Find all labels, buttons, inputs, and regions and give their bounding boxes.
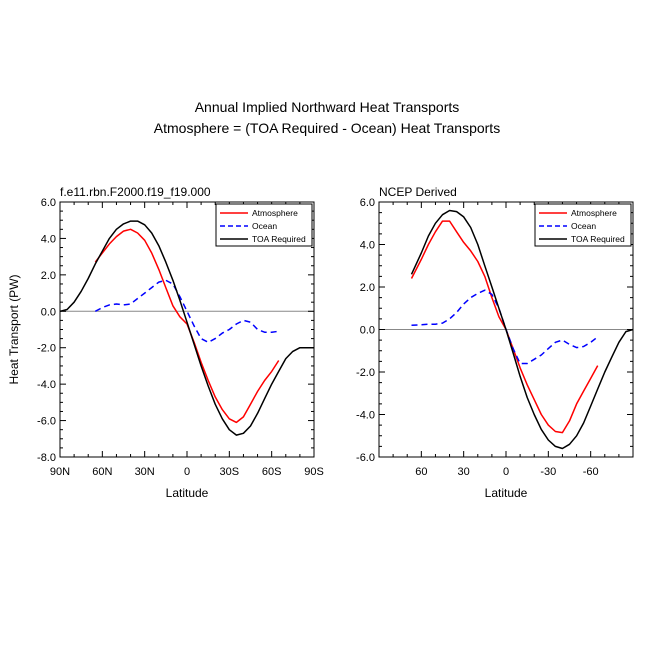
chart-panel-1: 6.0 4.0 2.0 0.0 -2.0 -4.0 -6.0 -8.0 90N 60N 30N 0 30… bbox=[7, 185, 324, 500]
panel-title: NCEP Derived bbox=[379, 185, 457, 199]
y-tick-label: -4.0 bbox=[356, 410, 375, 422]
x-tick-label: 30S bbox=[220, 466, 240, 478]
y-tick-label: 2.0 bbox=[360, 282, 375, 294]
legend-label: Atmosphere bbox=[252, 208, 298, 218]
legend-label: Ocean bbox=[252, 221, 277, 231]
x-tick-label: 90N bbox=[50, 466, 70, 478]
x-tick-label: 0 bbox=[503, 466, 509, 478]
y-tick-label: 6.0 bbox=[41, 197, 56, 209]
y-tick-label: 6.0 bbox=[360, 197, 375, 209]
x-axis-label: Latitude bbox=[166, 486, 209, 500]
y-tick-label: 4.0 bbox=[41, 233, 56, 245]
series-line-ocean bbox=[94, 279, 279, 344]
x-tick-label: 90S bbox=[304, 466, 324, 478]
y-tick-label: 0.0 bbox=[360, 325, 375, 337]
y-tick-label: -2.0 bbox=[37, 343, 56, 355]
legend-label: TOA Required bbox=[571, 234, 625, 244]
x-tick-label: -30 bbox=[540, 466, 556, 478]
x-tick-label: 60S bbox=[262, 466, 282, 478]
y-tick-label: 2.0 bbox=[41, 270, 56, 282]
y-axis-label: Heat Transport (PW) bbox=[7, 274, 21, 384]
x-tick-label: 60 bbox=[415, 466, 427, 478]
legend: Atmosphere Ocean TOA Required bbox=[215, 203, 313, 247]
x-tick-label: 30 bbox=[458, 466, 470, 478]
figure-title-line-2: Atmosphere = (TOA Required - Ocean) Heat… bbox=[153, 120, 501, 136]
y-tick-label: -6.0 bbox=[37, 416, 56, 428]
y-tick-label: -2.0 bbox=[356, 367, 375, 379]
legend: Atmosphere Ocean TOA Required bbox=[534, 203, 632, 247]
x-tick-label: 30N bbox=[135, 466, 155, 478]
x-tick-label: 0 bbox=[184, 466, 190, 478]
chart-panel-2: 6.0 4.0 2.0 0.0 -2.0 -4.0 -6.0 60 30 0 -30 -60 NCEP … bbox=[356, 185, 634, 500]
y-tick-label: 0.0 bbox=[41, 306, 56, 318]
x-axis-label: Latitude bbox=[485, 486, 528, 500]
series-line-toa-required bbox=[410, 209, 634, 450]
series-line-atmosphere bbox=[94, 228, 280, 424]
y-tick-label: -8.0 bbox=[37, 452, 56, 464]
x-tick-label: 60N bbox=[92, 466, 112, 478]
y-tick-label: -6.0 bbox=[356, 452, 375, 464]
figure-title-line-1: Annual Implied Northward Heat Transports bbox=[194, 99, 460, 115]
legend-label: Ocean bbox=[571, 221, 596, 231]
y-tick-label: -4.0 bbox=[37, 379, 56, 391]
y-tick-label: 4.0 bbox=[360, 240, 375, 252]
legend-label: TOA Required bbox=[252, 234, 306, 244]
x-tick-label: -60 bbox=[583, 466, 599, 478]
series-line-toa-required bbox=[59, 220, 314, 436]
legend-label: Atmosphere bbox=[571, 208, 617, 218]
panel-title: f.e11.rbn.F2000.f19_f19.000 bbox=[60, 185, 211, 199]
